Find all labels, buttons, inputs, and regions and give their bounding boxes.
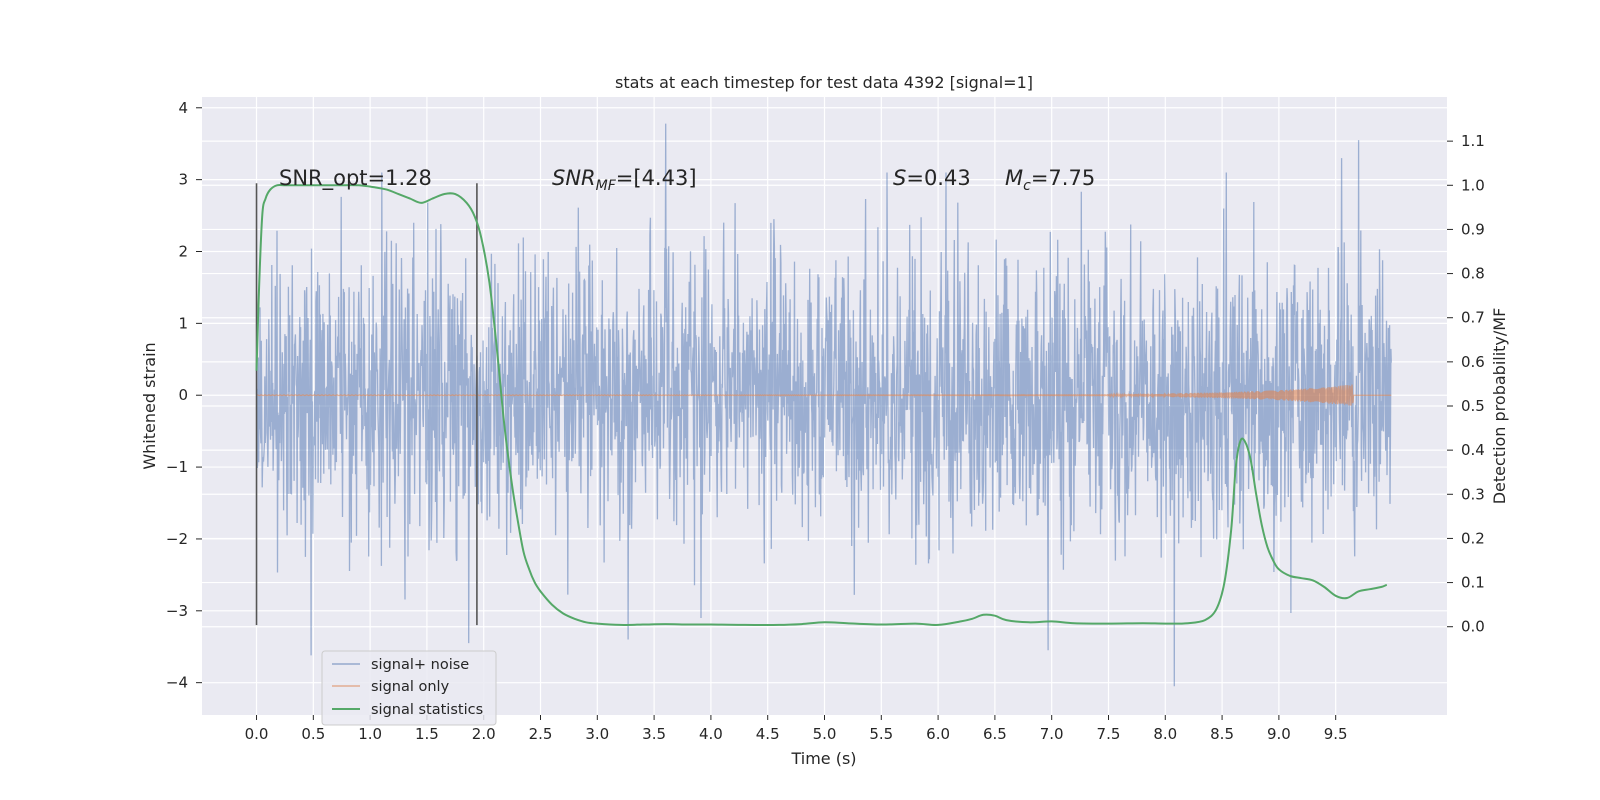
x-tick-label: 0.0 bbox=[245, 725, 269, 743]
x-axis-label: Time (s) bbox=[790, 749, 856, 768]
x-tick-label: 1.0 bbox=[358, 725, 382, 743]
annotation-snr-opt: SNR_opt=1.28 bbox=[279, 166, 432, 191]
x-tick-label: 6.0 bbox=[926, 725, 950, 743]
y2-tick-label: 0.0 bbox=[1461, 618, 1485, 636]
x-tick-label: 7.5 bbox=[1097, 725, 1121, 743]
x-tick-label: 7.0 bbox=[1040, 725, 1064, 743]
annotation-s-value: =0.43 bbox=[906, 166, 970, 190]
x-tick-label: 4.5 bbox=[756, 725, 780, 743]
annotation-mc-value: =7.75 bbox=[1031, 166, 1095, 190]
chart-title: stats at each timestep for test data 439… bbox=[615, 73, 1033, 92]
signal-only-series bbox=[256, 384, 1392, 406]
noise-line bbox=[255, 123, 1392, 687]
annotation-snr-mf-value: =[4.43] bbox=[616, 166, 697, 190]
legend-label-noise: signal+ noise bbox=[371, 657, 469, 673]
y-axis-label: Whitened strain bbox=[140, 342, 159, 469]
x-tick-label: 9.0 bbox=[1267, 725, 1291, 743]
y-tick-label: −2 bbox=[166, 530, 188, 548]
y-tick-label: 4 bbox=[178, 99, 188, 117]
y2-tick-label: 0.3 bbox=[1461, 485, 1485, 503]
x-tick-label: 0.5 bbox=[301, 725, 325, 743]
y2-tick-label: 1.0 bbox=[1461, 176, 1485, 194]
x-tick-label: 6.5 bbox=[983, 725, 1007, 743]
y2-tick-label: 0.4 bbox=[1461, 441, 1485, 459]
y-tick-label: −1 bbox=[166, 458, 188, 476]
legend-box bbox=[321, 650, 497, 726]
y-tick-label: 3 bbox=[178, 171, 188, 189]
legend-label-stats: signal statistics bbox=[371, 702, 483, 718]
x-tick-label: 4.0 bbox=[699, 725, 723, 743]
x-tick-label: 3.5 bbox=[642, 725, 666, 743]
y-tick-label: −4 bbox=[166, 674, 188, 692]
annotation-mc: Mc=7.75 bbox=[1005, 166, 1095, 194]
x-tick-label: 2.5 bbox=[529, 725, 553, 743]
statistics-line bbox=[255, 183, 1388, 627]
vertical-lines bbox=[255, 183, 478, 626]
x-tick-label: 2.0 bbox=[472, 725, 496, 743]
x-tick-label: 9.5 bbox=[1324, 725, 1348, 743]
x-tick-label: 8.5 bbox=[1210, 725, 1234, 743]
x-tick-label: 1.5 bbox=[415, 725, 439, 743]
y-axis-ticks: −4 −3 −2 −1 0 1 2 3 4 bbox=[166, 99, 202, 692]
annotation-snr-mf: SNRMF=[4.43] bbox=[552, 166, 697, 194]
y2-tick-label: 0.8 bbox=[1461, 265, 1485, 283]
y2-axis-ticks: 0.0 0.1 0.2 0.3 0.4 0.5 0.6 0.7 0.8 0.9 1.0 1.1 bbox=[1447, 132, 1485, 636]
legend-label-signal: signal only bbox=[371, 679, 450, 695]
y-tick-label: 0 bbox=[178, 386, 188, 404]
legend: signal+ noise signal only signal statist… bbox=[321, 650, 497, 726]
y-tick-label: 1 bbox=[178, 314, 188, 332]
y2-tick-label: 0.6 bbox=[1461, 353, 1485, 371]
y2-axis-label: Detection probability/MF bbox=[1490, 308, 1509, 505]
signal-only-line bbox=[256, 384, 1392, 406]
y-tick-label: −3 bbox=[166, 602, 188, 620]
x-tick-label: 5.0 bbox=[813, 725, 837, 743]
x-axis-ticks: 0.0 0.5 1.0 1.5 2.0 2.5 3.0 3.5 4.0 4.5 5.0 5.5 6.0 6… bbox=[245, 715, 1348, 743]
y2-tick-label: 0.1 bbox=[1461, 574, 1485, 592]
noise-series bbox=[255, 123, 1392, 687]
x-tick-label: 5.5 bbox=[869, 725, 893, 743]
y-tick-label: 2 bbox=[178, 243, 188, 261]
statistics-series bbox=[255, 183, 1388, 627]
y2-tick-label: 1.1 bbox=[1461, 132, 1485, 150]
y2-tick-label: 0.7 bbox=[1461, 309, 1485, 327]
y2-tick-label: 0.2 bbox=[1461, 529, 1485, 547]
y2-tick-label: 0.9 bbox=[1461, 220, 1485, 238]
x-tick-label: 8.0 bbox=[1153, 725, 1177, 743]
annotation-s: S=0.43 bbox=[893, 166, 971, 190]
x-tick-label: 3.0 bbox=[585, 725, 609, 743]
y2-tick-label: 0.5 bbox=[1461, 397, 1485, 415]
